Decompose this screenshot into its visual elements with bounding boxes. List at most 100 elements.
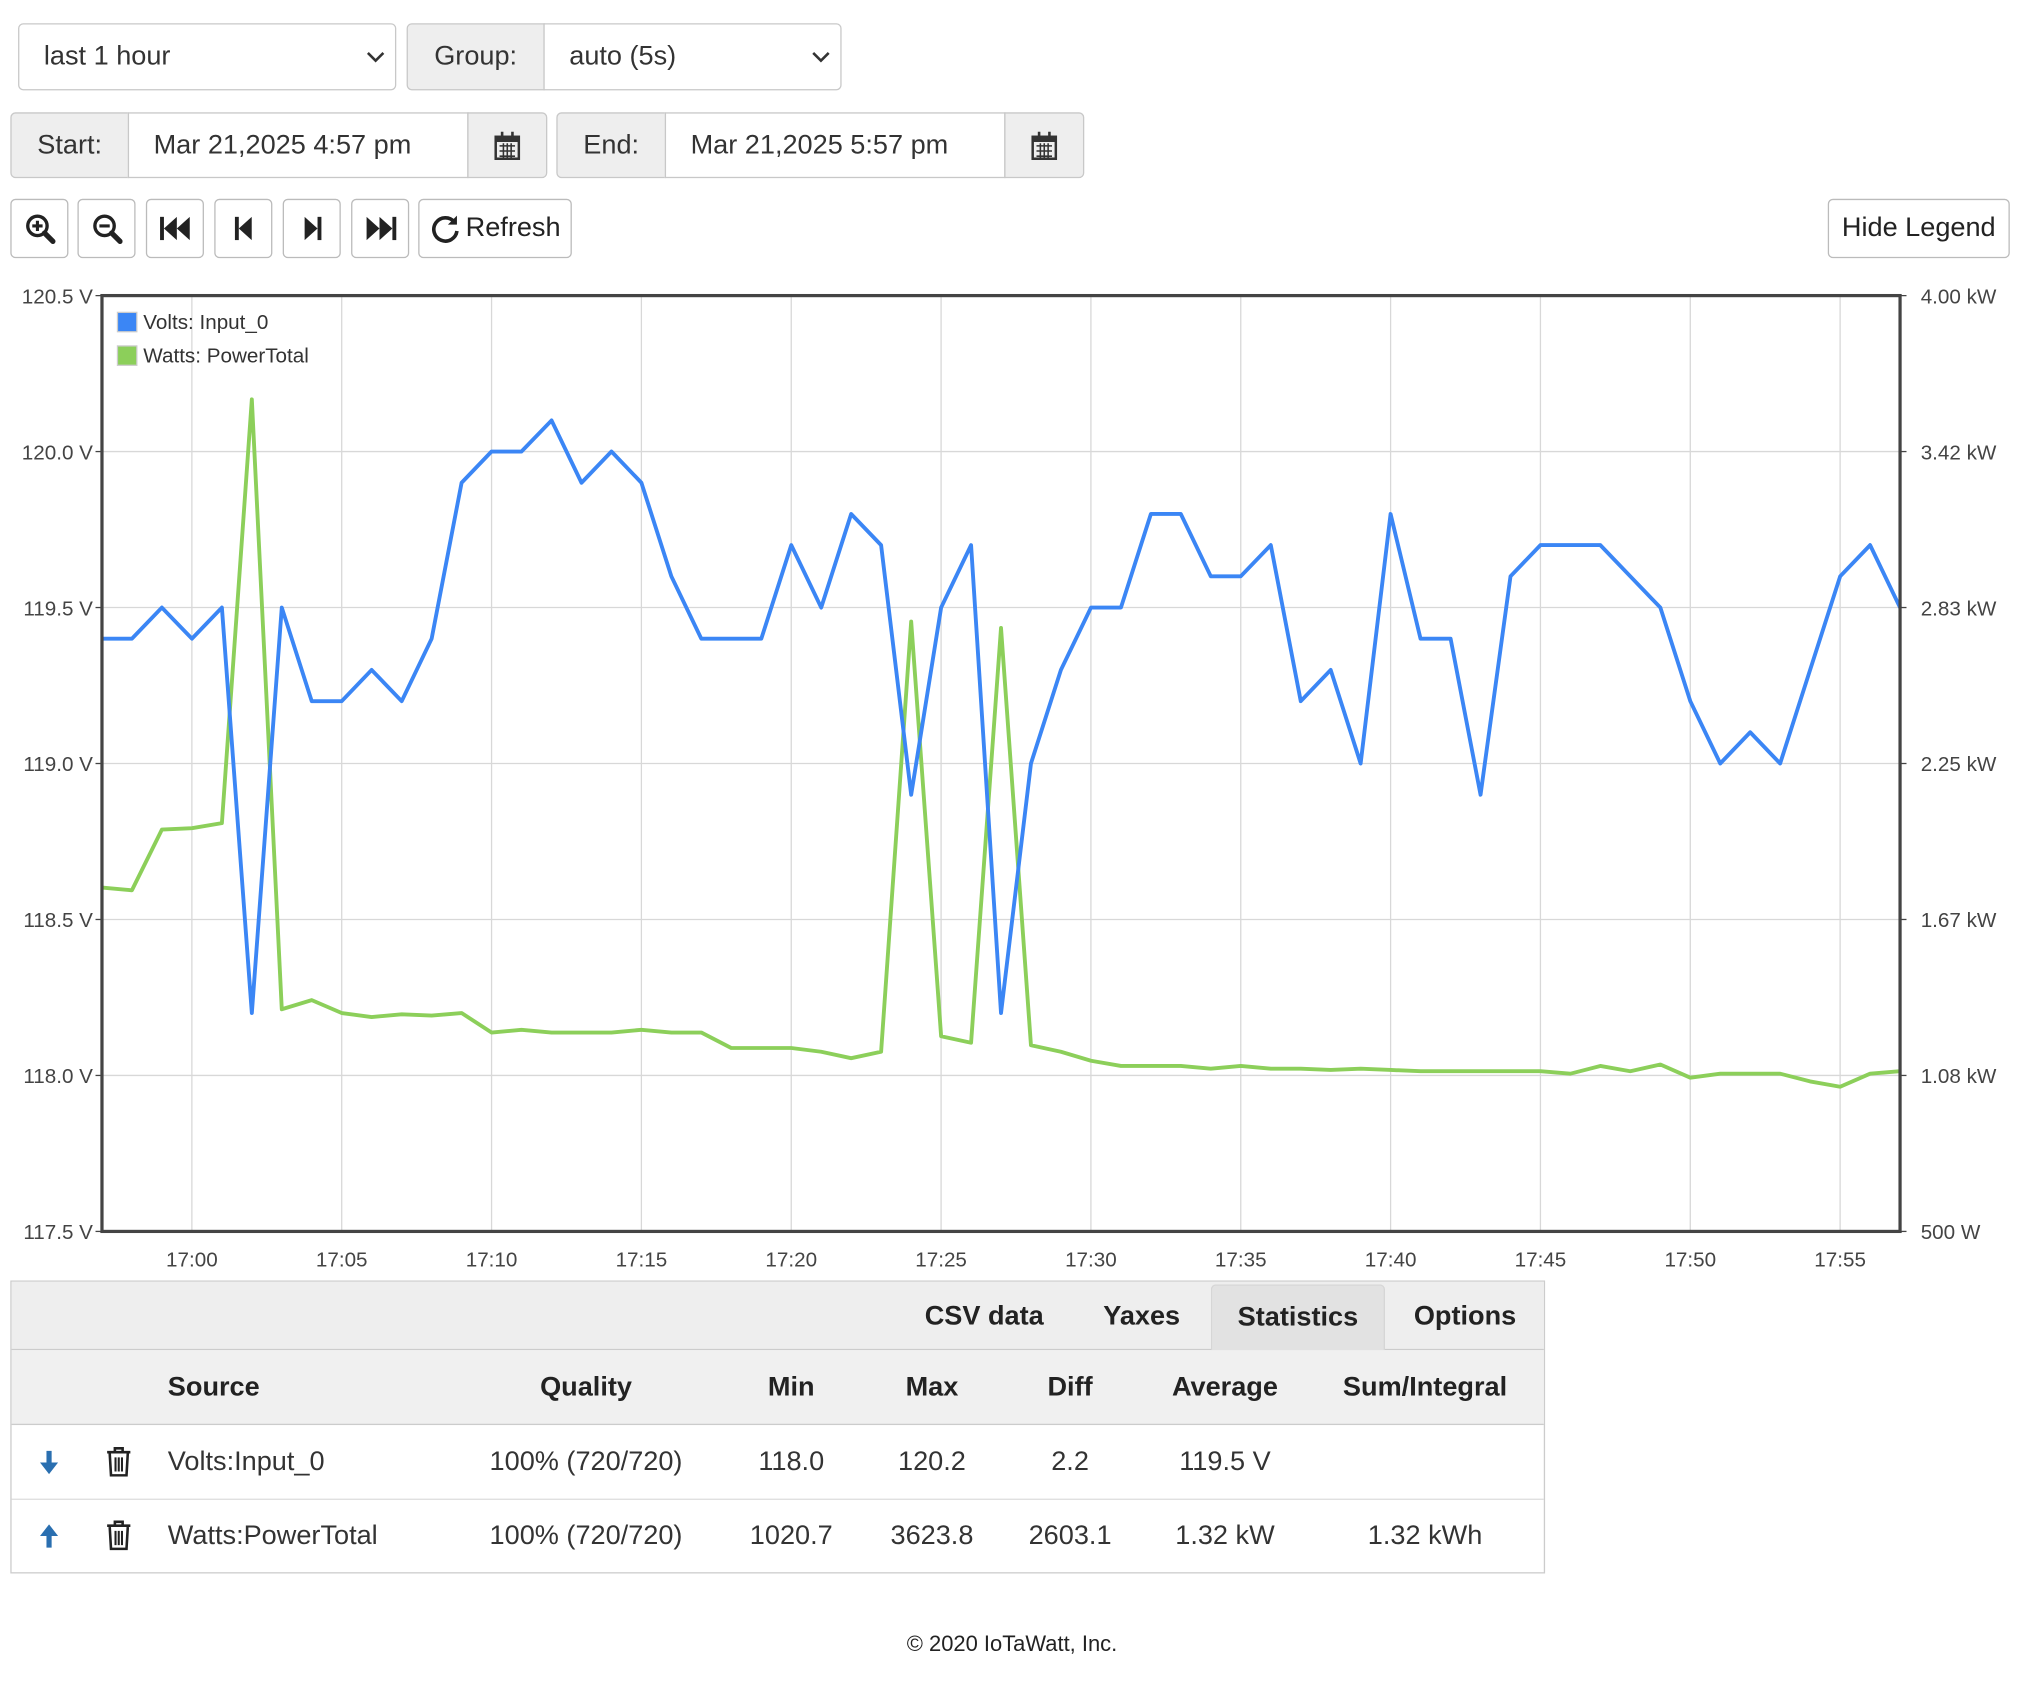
group-select-text: auto (5s) (569, 41, 677, 71)
zoom-in-button[interactable] (10, 198, 69, 259)
start-input-text: Mar 21,2025 4:57 pm (153, 129, 412, 160)
end-input[interactable]: Mar 21,2025 5:57 pm (664, 112, 1006, 179)
range-select[interactable]: last 1 hour (18, 23, 397, 91)
y2-tick-label: 1.67 kW (1921, 909, 1997, 932)
tab[interactable]: CSV data (924, 1301, 1044, 1331)
zoom-out-icon (92, 214, 122, 244)
tab[interactable]: Yaxes (1103, 1301, 1181, 1331)
table-cell: 2.2 (1051, 1446, 1089, 1477)
legend-toggle-button[interactable]: Hide Legend (1827, 198, 2010, 259)
refresh-text: Refresh (465, 212, 561, 243)
plot-frame (100, 293, 1902, 1234)
end-calendar[interactable] (1004, 112, 1085, 179)
column-header: Quality (540, 1371, 632, 1402)
table-cell: 3623.8 (890, 1519, 974, 1550)
x-tick-label: 17:15 (616, 1248, 668, 1271)
x-tick-label: 17:55 (1814, 1248, 1866, 1271)
column-header: Max (905, 1371, 959, 1402)
table-cell: Volts:Input_0 (167, 1446, 325, 1477)
x-tick-label: 17:30 (1065, 1248, 1117, 1271)
y2-tick-label: 3.42 kW (1921, 441, 1997, 464)
footer: © 2020 IoTaWatt, Inc. (906, 1631, 1118, 1657)
legend-toggle-text: Hide Legend (1841, 212, 1996, 243)
legend-label: Watts: PowerTotal (143, 345, 309, 368)
refresh-button[interactable]: Refresh (418, 198, 572, 259)
table-cell: 2603.1 (1028, 1519, 1112, 1550)
table-cell: Watts:PowerTotal (167, 1519, 378, 1550)
x-tick-label: 17:35 (1215, 1248, 1267, 1271)
prev-button[interactable] (214, 198, 273, 259)
chart: 17:00 17:05 17:10 17:15 17:20 17:25 17:30 17:35… (22, 285, 1997, 1271)
last-button[interactable] (351, 198, 410, 259)
x-tick-label: 17:50 (1664, 1248, 1716, 1271)
y2-tick-label: 1.08 kW (1921, 1065, 1997, 1088)
tab[interactable]: Statistics (1210, 1284, 1386, 1351)
table-cell: 1020.7 (749, 1519, 833, 1550)
y-tick-label: 119.5 V (23, 597, 93, 620)
table-cell: 120.2 (898, 1446, 966, 1477)
y-tick-label: 119.0 V (23, 753, 93, 776)
y-tick-label: 118.0 V (23, 1065, 93, 1088)
group-select[interactable]: auto (5s) (543, 23, 842, 91)
last-icon (365, 216, 396, 241)
group-label-text: Group: (434, 41, 518, 71)
y-tick-label: 120.5 V (22, 285, 93, 308)
tab-panel: CSV data Yaxes Statistics Options Source Qua… (10, 1280, 1546, 1574)
refresh-icon (431, 215, 459, 243)
y2-tick-label: 500 W (1921, 1221, 1981, 1244)
next-button[interactable] (282, 198, 341, 259)
sort-arrow[interactable] (40, 1522, 59, 1550)
table-cell: 100% (720/720) (489, 1446, 683, 1477)
column-header: Sum/Integral (1342, 1371, 1508, 1402)
column-header: Average (1171, 1371, 1278, 1402)
end-label: End: (556, 112, 667, 179)
column-header: Diff (1047, 1371, 1093, 1402)
y2-tick-label: 2.25 kW (1921, 753, 1997, 776)
legend-swatch (116, 345, 138, 366)
table-cell: 1.32 kWh (1367, 1519, 1483, 1550)
y-tick-label: 117.5 V (23, 1221, 93, 1244)
start-input[interactable]: Mar 21,2025 4:57 pm (127, 112, 469, 179)
next-icon (303, 216, 321, 241)
table-header (11, 1350, 1544, 1426)
x-tick-label: 17:20 (765, 1248, 817, 1271)
start-calendar[interactable] (467, 112, 548, 179)
column-header: Source (167, 1371, 260, 1402)
delete-icon[interactable] (106, 1446, 132, 1477)
zoom-out-button[interactable] (77, 198, 136, 259)
x-tick-label: 17:00 (166, 1248, 218, 1271)
calendar-icon (494, 131, 521, 160)
calendar-icon (1031, 131, 1058, 160)
table-cell: 1.32 kW (1175, 1519, 1275, 1550)
y-tick-label: 118.5 V (23, 909, 93, 932)
row-divider (11, 1498, 1544, 1500)
sort-arrow[interactable] (40, 1448, 59, 1476)
first-icon (159, 216, 190, 241)
table-cell: 118.0 (758, 1446, 825, 1477)
end-label-text: End: (583, 129, 640, 160)
table-cell: 100% (720/720) (489, 1519, 683, 1550)
first-button[interactable] (145, 198, 204, 259)
x-tick-label: 17:45 (1515, 1248, 1567, 1271)
range-select-text: last 1 hour (43, 41, 171, 71)
y-tick-label: 120.0 V (22, 441, 93, 464)
start-label: Start: (10, 112, 130, 179)
x-tick-label: 17:10 (466, 1248, 518, 1271)
y2-tick-label: 4.00 kW (1921, 285, 1997, 308)
x-tick-label: 17:25 (915, 1248, 967, 1271)
prev-icon (234, 216, 252, 241)
x-tick-label: 17:40 (1365, 1248, 1417, 1271)
delete-icon[interactable] (106, 1519, 132, 1551)
end-input-text: Mar 21,2025 5:57 pm (690, 129, 949, 160)
column-header: Min (767, 1371, 815, 1402)
series-line (101, 397, 1901, 1089)
y2-tick-label: 2.83 kW (1921, 597, 1997, 620)
start-label-text: Start: (37, 129, 103, 160)
zoom-in-icon (25, 214, 55, 244)
chevron (366, 52, 385, 63)
tab[interactable]: Options (1413, 1301, 1517, 1331)
group-label: Group: (406, 23, 545, 91)
series-line (101, 418, 1902, 1015)
